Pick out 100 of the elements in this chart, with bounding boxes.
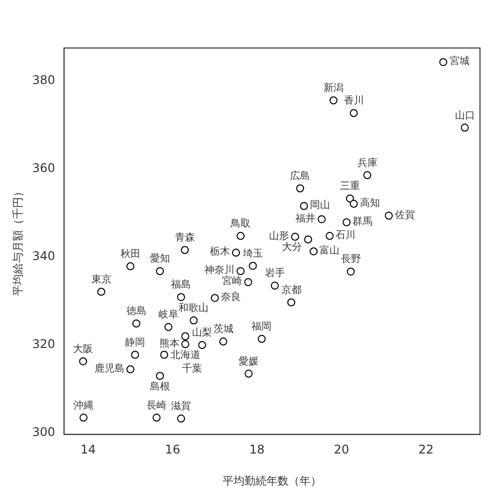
annotation: 埼玉 [242,247,263,260]
point [181,332,190,340]
point [346,268,355,276]
annotation: 山口 [454,109,475,122]
annotation: 和歌山 [178,302,209,314]
point [236,267,245,276]
y-tick-label: 360 [32,161,56,176]
x-tick-label: 20 [334,442,350,457]
point [131,350,140,359]
annotation: 群馬 [352,215,373,228]
annotation: 高知 [360,196,380,209]
annotation: 愛知 [150,252,170,265]
annotation: 愛媛 [238,355,259,368]
y-axis-title: 平均給与月額（千円） [11,186,24,296]
annotation: 岩手 [264,267,285,280]
x-axis-title: 平均勤続年数（年） [222,474,322,488]
point [97,288,106,296]
point [80,414,88,422]
annotation: 島根 [150,380,170,392]
annotation: 福島 [171,278,192,291]
point [244,370,253,378]
point [258,334,266,343]
point [346,194,354,203]
annotation: 岐阜 [158,308,178,321]
point [232,248,240,257]
point [244,278,252,286]
y-tick-label: 300 [32,425,56,440]
point [350,200,358,208]
annotation: 福岡 [252,320,272,332]
annotation: 秋田 [120,248,140,260]
point [126,262,134,270]
annotation: 滋賀 [171,400,192,412]
point [300,202,308,210]
point [342,218,351,226]
annotation: 千葉 [182,362,202,374]
point [329,96,338,104]
annotation: 広島 [290,170,310,182]
annotation: 岡山 [310,199,330,212]
point [439,58,448,66]
point [219,338,228,346]
x-tick-label: 16 [164,442,180,457]
point [181,340,190,348]
annotation: 山梨 [192,326,212,339]
point [177,414,186,423]
point [177,293,186,302]
annotation: 三重 [340,180,360,192]
point [350,109,358,118]
point [160,350,168,359]
annotation: 徳島 [126,305,146,318]
annotation: 香川 [344,94,364,107]
point [126,365,134,374]
annotation: 大阪 [73,342,94,355]
annotation: 東京 [91,273,112,286]
annotation: 神奈川 [204,264,235,276]
annotation: 宮崎 [222,275,242,288]
annotation: 宮城 [449,55,470,68]
point [248,262,257,270]
annotation: 兵庫 [357,156,378,169]
annotation: 鹿児島 [94,362,124,374]
x-tick-label: 14 [80,442,96,457]
point [156,372,164,380]
annotation: 山形 [269,230,290,242]
annotation: 長野 [340,254,361,266]
point [291,232,300,241]
annotation: 沖縄 [74,399,94,412]
annotation: 京都 [281,284,302,296]
point [132,319,140,328]
annotation: 北海道 [170,348,200,361]
point [198,341,206,350]
point [152,414,161,422]
point [156,267,164,276]
point [164,323,172,332]
annotation: 福井 [296,212,316,224]
point [318,215,326,224]
point [326,232,334,240]
point [460,124,469,132]
point [287,298,296,306]
point [236,232,245,240]
annotation: 茨城 [213,323,234,336]
y-tick-label: 340 [32,249,56,264]
point [190,316,198,324]
point [304,235,312,244]
annotation: 奈良 [220,291,241,304]
annotation: 大分 [282,241,302,254]
annotation: 富山 [320,244,340,256]
annotation: 栃木 [210,246,230,258]
annotation: 熊本 [159,337,180,350]
x-tick-label: 18 [249,442,265,457]
annotation: 静岡 [125,336,146,348]
point [296,184,304,192]
annotation: 新潟 [323,82,344,94]
point [79,357,88,366]
x-tick-label: 22 [418,442,434,457]
point [363,171,372,180]
annotation: 石川 [336,229,356,242]
point [310,247,318,256]
y-tick-label: 320 [32,337,56,352]
point [180,246,189,254]
point [270,282,279,290]
annotation: 鳥取 [230,218,251,230]
